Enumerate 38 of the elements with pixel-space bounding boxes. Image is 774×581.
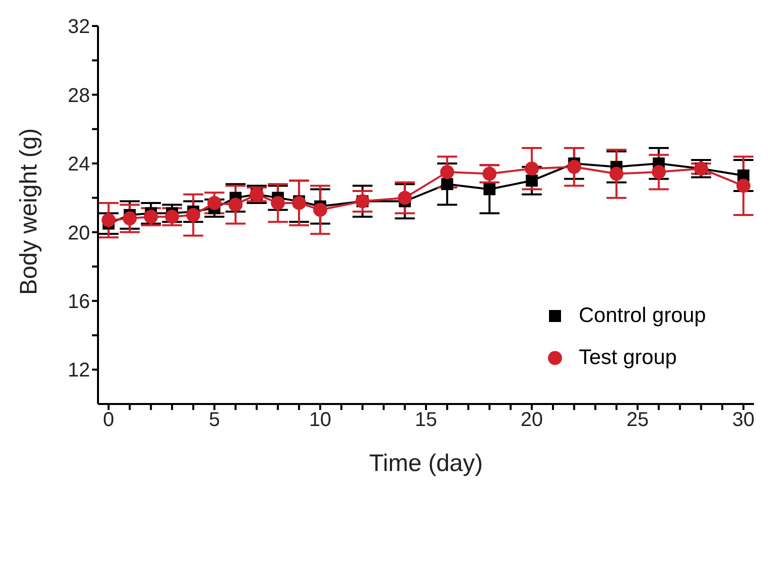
- y-tick-label: 20: [68, 222, 90, 244]
- point: [567, 160, 582, 174]
- y-tick-label: 32: [68, 16, 90, 38]
- point: [652, 165, 666, 180]
- point: [270, 196, 285, 210]
- point: [736, 178, 750, 193]
- x-tick-label: 10: [309, 409, 332, 432]
- point: [207, 196, 222, 210]
- point: [292, 196, 306, 210]
- point: [165, 210, 180, 224]
- x-tick-label: 15: [414, 409, 438, 432]
- point: [228, 198, 243, 212]
- y-tick-label: 16: [68, 291, 90, 314]
- point: [526, 174, 538, 187]
- point: [102, 213, 116, 228]
- x-tick-label: 30: [732, 409, 755, 432]
- point: [144, 210, 158, 224]
- x-tick-label: 25: [626, 409, 649, 432]
- point: [524, 162, 539, 176]
- x-tick-label: 0: [103, 409, 114, 432]
- point: [441, 178, 454, 190]
- x-axis-title: Time (day): [369, 450, 483, 477]
- y-tick-label: 28: [68, 84, 90, 107]
- point: [609, 166, 624, 181]
- x-tick-label: 20: [520, 409, 543, 432]
- point: [483, 183, 496, 196]
- point: [313, 202, 328, 217]
- point: [440, 165, 454, 180]
- point: [482, 166, 496, 181]
- point: [186, 208, 200, 222]
- y-tick-label: 12: [68, 360, 90, 382]
- legend-label: Test group: [578, 346, 677, 370]
- x-tick-label: 5: [208, 409, 220, 432]
- legend-label: Control group: [578, 304, 706, 328]
- point: [398, 190, 412, 205]
- y-tick-label: 24: [68, 154, 90, 176]
- point: [122, 211, 137, 226]
- y-axis-title: Body weight (g): [16, 128, 43, 295]
